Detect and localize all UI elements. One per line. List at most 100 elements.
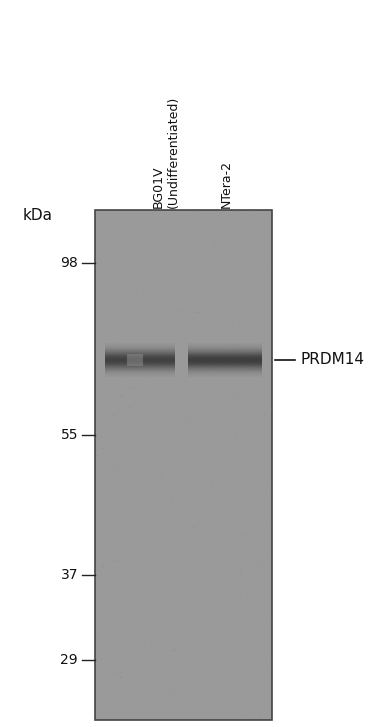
Point [210, 432, 216, 443]
Point [111, 555, 117, 567]
Point [192, 654, 198, 666]
Point [267, 403, 274, 414]
Point [173, 374, 179, 386]
Point [107, 563, 114, 575]
Point [172, 622, 178, 633]
Point [109, 409, 115, 421]
Point [184, 402, 190, 414]
Point [237, 565, 243, 577]
Point [94, 449, 101, 460]
Point [210, 422, 216, 434]
Point [190, 206, 196, 218]
Point [190, 501, 196, 513]
Point [197, 462, 203, 474]
Point [114, 335, 120, 347]
Point [224, 340, 230, 351]
Point [127, 686, 133, 697]
Point [158, 357, 164, 369]
Point [133, 232, 139, 244]
Point [194, 257, 200, 268]
Point [117, 457, 123, 469]
Point [227, 670, 234, 681]
Point [166, 688, 172, 699]
Point [252, 572, 258, 584]
Point [215, 652, 221, 664]
Point [226, 247, 232, 259]
Point [264, 262, 270, 274]
Point [258, 356, 264, 368]
Point [239, 315, 245, 326]
Point [258, 646, 264, 657]
Point [250, 390, 256, 402]
Point [112, 527, 118, 539]
Point [245, 486, 251, 497]
Point [257, 709, 263, 720]
Point [212, 287, 218, 299]
Point [264, 547, 270, 558]
Point [239, 383, 245, 395]
Point [191, 319, 197, 331]
Point [209, 636, 215, 648]
Bar [95, 210, 272, 720]
Point [111, 667, 117, 679]
Point [193, 616, 199, 627]
Point [230, 214, 236, 225]
Point [197, 322, 203, 334]
Point [157, 276, 163, 287]
Point [107, 712, 113, 723]
Text: NTera-2: NTera-2 [220, 160, 233, 208]
Point [234, 391, 240, 403]
Point [213, 280, 219, 292]
Point [211, 237, 217, 249]
Point [231, 334, 237, 346]
Point [170, 527, 176, 539]
Point [229, 696, 235, 707]
Point [215, 678, 221, 689]
Point [124, 443, 130, 455]
Point [168, 613, 174, 624]
Point [230, 448, 236, 459]
Point [239, 209, 245, 221]
Point [115, 666, 121, 678]
Point [265, 478, 271, 490]
Point [206, 595, 212, 607]
Point [195, 379, 202, 391]
Point [256, 528, 262, 539]
Point [198, 494, 204, 506]
Point [215, 452, 221, 464]
Point [169, 496, 175, 507]
Point [261, 408, 267, 419]
Point [231, 342, 237, 353]
Text: kDa: kDa [23, 207, 53, 222]
Point [146, 668, 152, 680]
Point [186, 209, 192, 221]
Point [109, 599, 115, 611]
Point [123, 284, 129, 295]
Point [250, 441, 256, 453]
Point [175, 653, 181, 664]
Point [156, 293, 162, 305]
Point [99, 405, 106, 417]
Point [206, 398, 212, 409]
Point [125, 401, 131, 412]
Point [139, 352, 145, 364]
Point [213, 413, 219, 425]
Point [164, 577, 170, 588]
Point [247, 281, 253, 292]
Point [96, 225, 102, 237]
Point [115, 578, 121, 590]
Point [193, 307, 199, 318]
Point [190, 521, 196, 532]
Point [229, 317, 235, 329]
Point [127, 400, 133, 411]
Point [181, 414, 187, 426]
Point [216, 306, 222, 318]
Text: 37: 37 [61, 568, 78, 582]
Point [264, 658, 270, 670]
Point [238, 693, 244, 704]
Point [224, 595, 230, 607]
Point [119, 313, 125, 324]
Point [203, 483, 210, 494]
Point [162, 457, 168, 468]
Point [261, 455, 267, 467]
